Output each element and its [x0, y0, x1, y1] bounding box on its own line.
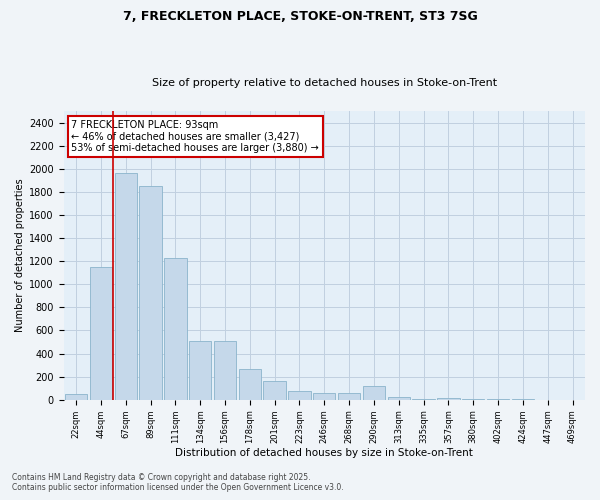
Bar: [90, 267, 112, 400]
Bar: [437, 398, 460, 400]
Bar: [139, 186, 162, 400]
Bar: [338, 394, 361, 400]
Y-axis label: Number of detached properties: Number of detached properties: [15, 178, 25, 332]
Bar: [115, 174, 137, 400]
Text: 7, FRECKLETON PLACE, STOKE-ON-TRENT, ST3 7SG: 7, FRECKLETON PLACE, STOKE-ON-TRENT, ST3…: [122, 10, 478, 23]
Text: 7 FRECKLETON PLACE: 93sqm
← 46% of detached houses are smaller (3,427)
53% of se: 7 FRECKLETON PLACE: 93sqm ← 46% of detac…: [71, 120, 319, 153]
Bar: [462, 399, 484, 400]
Text: Contains HM Land Registry data © Crown copyright and database right 2025.
Contai: Contains HM Land Registry data © Crown c…: [12, 473, 344, 492]
Title: Size of property relative to detached houses in Stoke-on-Trent: Size of property relative to detached ho…: [152, 78, 497, 88]
Bar: [263, 380, 286, 400]
Bar: [388, 398, 410, 400]
Bar: [164, 258, 187, 400]
Bar: [189, 341, 211, 400]
Bar: [363, 386, 385, 400]
Bar: [289, 391, 311, 400]
X-axis label: Distribution of detached houses by size in Stoke-on-Trent: Distribution of detached houses by size …: [175, 448, 473, 458]
Bar: [65, 394, 87, 400]
Bar: [412, 399, 435, 400]
Bar: [313, 394, 335, 400]
Bar: [239, 368, 261, 400]
Bar: [214, 341, 236, 400]
